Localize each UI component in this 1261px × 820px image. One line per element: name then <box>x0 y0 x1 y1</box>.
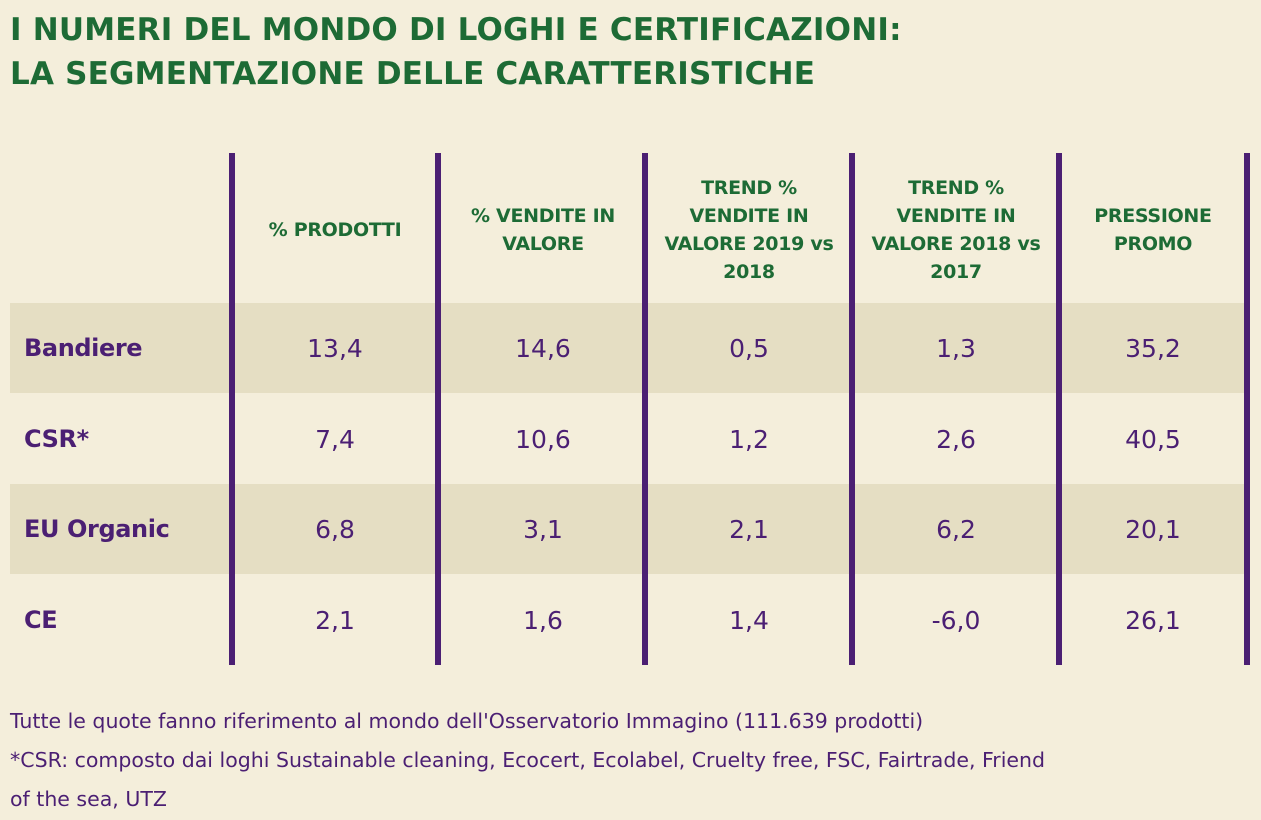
table-cell: 40,5 <box>1125 424 1181 454</box>
table-cell: 6,2 <box>936 514 976 544</box>
column-divider <box>1056 153 1062 665</box>
column-header: % PRODOTTI <box>268 219 402 241</box>
table-cell: 14,6 <box>515 333 571 363</box>
column-divider <box>849 153 855 665</box>
column-header: TREND % VENDITE IN VALORE 2019 vs 2018 <box>664 177 834 283</box>
table-cell: 3,1 <box>523 514 563 544</box>
column-divider <box>435 153 441 665</box>
table-cell: 10,6 <box>515 424 571 454</box>
table-cell: 1,2 <box>729 424 769 454</box>
title-line-2: LA SEGMENTAZIONE DELLE CARATTERISTICHE <box>10 56 816 92</box>
table-cell: -6,0 <box>931 605 981 635</box>
table-cell: 1,6 <box>523 605 563 635</box>
table-cell: 2,6 <box>936 424 976 454</box>
table-cell: 13,4 <box>307 333 363 363</box>
column-header: % VENDITE IN VALORE <box>470 205 615 255</box>
title-line-1: I NUMERI DEL MONDO DI LOGHI E CERTIFICAZ… <box>10 12 902 48</box>
table-cell: 2,1 <box>315 605 355 635</box>
column-divider <box>642 153 648 665</box>
column-divider <box>1244 153 1250 665</box>
row-label: Bandiere <box>24 334 143 362</box>
row-band <box>10 303 1250 393</box>
row-label: CSR* <box>24 425 89 453</box>
row-band <box>10 484 1250 574</box>
table-cell: 6,8 <box>315 514 355 544</box>
table-cell: 7,4 <box>315 424 355 454</box>
table-cell: 0,5 <box>729 333 769 363</box>
row-label: EU Organic <box>24 515 170 543</box>
footnotes: Tutte le quote fanno riferimento al mond… <box>10 702 1045 819</box>
row-label: CE <box>24 606 58 634</box>
table-cell: 35,2 <box>1125 333 1181 363</box>
table-cell: 26,1 <box>1125 605 1181 635</box>
table-cell: 1,3 <box>936 333 976 363</box>
column-header: PRESSIONE PROMO <box>1094 205 1212 255</box>
column-header: TREND % VENDITE IN VALORE 2018 vs 2017 <box>871 177 1041 283</box>
footnote-line-3: of the sea, UTZ <box>10 787 167 811</box>
table-cell: 20,1 <box>1125 514 1181 544</box>
page-title: I NUMERI DEL MONDO DI LOGHI E CERTIFICAZ… <box>10 8 902 96</box>
data-table: % PRODOTTI % VENDITE IN VALORE TREND % VEN… <box>10 153 1250 665</box>
column-divider <box>229 153 235 665</box>
table-cell: 1,4 <box>729 605 769 635</box>
footnote-line-1: Tutte le quote fanno riferimento al mond… <box>10 709 924 733</box>
footnote-line-2: *CSR: composto dai loghi Sustainable cle… <box>10 748 1046 772</box>
table-cell: 2,1 <box>729 514 769 544</box>
